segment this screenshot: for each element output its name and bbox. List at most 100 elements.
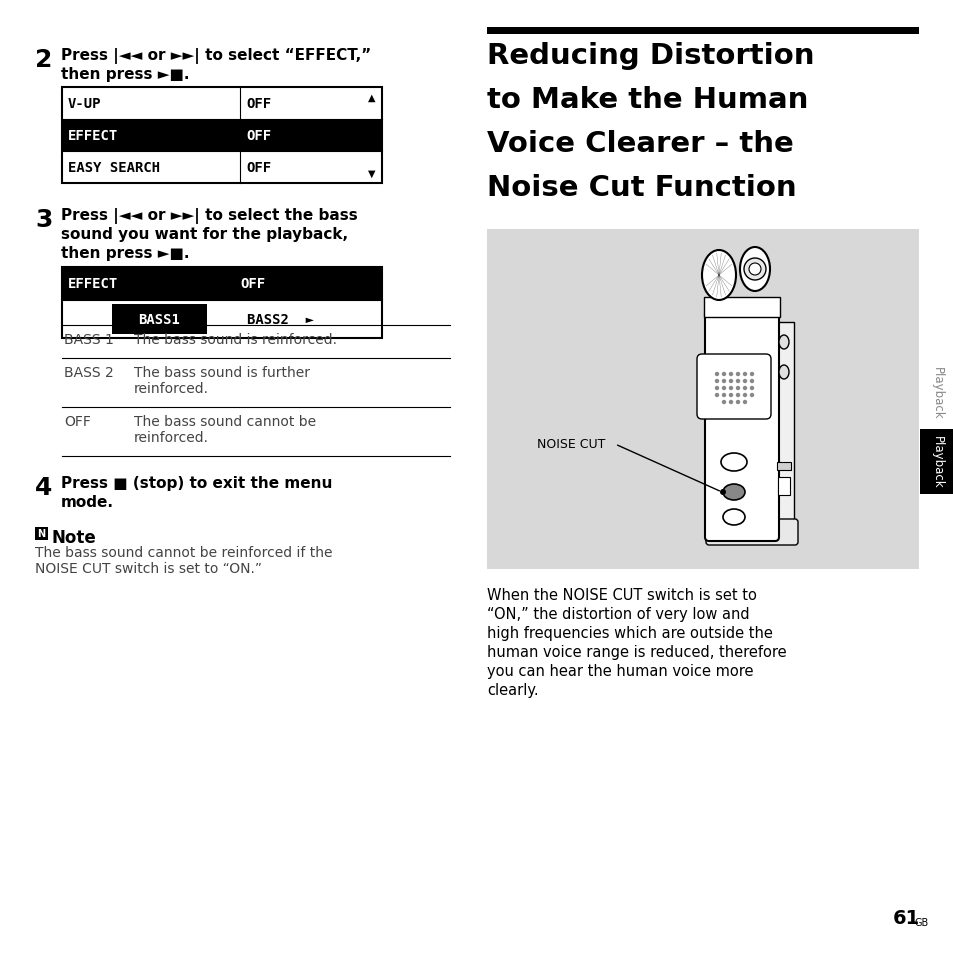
Text: reinforced.: reinforced. [133,381,209,395]
Text: 61: 61 [892,908,920,927]
Text: BASS1: BASS1 [138,313,180,327]
Text: Voice Clearer – the: Voice Clearer – the [486,130,793,158]
Text: The bass sound cannot be reinforced if the: The bass sound cannot be reinforced if t… [35,545,333,559]
Text: OFF: OFF [240,277,265,292]
Bar [112,305,207,335]
Text: ▼: ▼ [368,169,375,179]
Circle shape [728,400,733,405]
Ellipse shape [779,335,788,350]
Text: high frequencies which are outside the: high frequencies which are outside the [486,625,772,640]
Text: sound you want for the playback,: sound you want for the playback, [61,227,348,242]
Text: EASY SEARCH: EASY SEARCH [68,161,160,174]
Bar [62,88,381,184]
FancyBboxPatch shape [697,355,770,419]
Circle shape [742,386,746,391]
Bar [703,297,780,317]
Circle shape [749,394,754,397]
Bar [63,269,380,301]
Ellipse shape [740,248,769,292]
Circle shape [735,379,740,384]
Circle shape [721,379,725,384]
Text: The bass sound is reinforced.: The bass sound is reinforced. [133,333,336,347]
Text: GB: GB [914,917,928,927]
Bar [486,28,918,35]
Circle shape [742,379,746,384]
Text: “ON,” the distortion of very low and: “ON,” the distortion of very low and [486,606,749,621]
Text: The bass sound cannot be: The bass sound cannot be [133,415,315,429]
Text: 2: 2 [35,48,52,71]
Circle shape [714,394,719,397]
Bar [773,323,793,533]
Text: Note: Note [52,529,96,546]
Circle shape [714,379,719,384]
Text: 3: 3 [35,208,52,232]
Text: OFF: OFF [246,161,271,174]
Ellipse shape [720,454,746,472]
Circle shape [735,386,740,391]
Text: Press |◄◄ or ►►| to select “EFFECT,”: Press |◄◄ or ►►| to select “EFFECT,” [61,48,371,64]
Text: then press ►■.: then press ►■. [61,246,190,261]
Ellipse shape [779,366,788,379]
Text: Playback: Playback [929,436,943,488]
Circle shape [720,490,725,496]
Circle shape [714,386,719,391]
Text: Playback: Playback [929,367,943,419]
Bar [776,462,790,471]
Circle shape [735,394,740,397]
Circle shape [721,386,725,391]
Circle shape [728,379,733,384]
Circle shape [742,394,746,397]
Text: BASS 2: BASS 2 [64,366,113,379]
Text: clearly.: clearly. [486,682,538,698]
Text: 4: 4 [35,476,52,499]
Ellipse shape [701,251,735,301]
Circle shape [743,258,765,281]
Circle shape [749,373,754,376]
Circle shape [749,386,754,391]
Text: EFFECT: EFFECT [68,129,118,143]
Text: When the NOISE CUT switch is set to: When the NOISE CUT switch is set to [486,587,756,602]
Circle shape [721,394,725,397]
Text: then press ►■.: then press ►■. [61,67,190,82]
Text: ▲: ▲ [368,92,375,103]
Text: EFFECT: EFFECT [68,277,118,292]
Text: NOISE CUT switch is set to “ON.”: NOISE CUT switch is set to “ON.” [35,561,262,576]
Bar [919,430,953,495]
Bar [62,268,381,338]
Circle shape [742,400,746,405]
Circle shape [735,400,740,405]
Circle shape [749,379,754,384]
Text: human voice range is reduced, therefore: human voice range is reduced, therefore [486,644,786,659]
Text: BASS 1: BASS 1 [64,333,113,347]
Circle shape [742,373,746,376]
Circle shape [728,373,733,376]
Text: OFF: OFF [64,415,91,429]
Text: Reducing Distortion: Reducing Distortion [486,42,814,70]
Circle shape [721,373,725,376]
Ellipse shape [722,510,744,525]
Circle shape [714,373,719,376]
Text: V-UP: V-UP [68,97,101,111]
Text: The bass sound is further: The bass sound is further [133,366,310,379]
Circle shape [728,386,733,391]
Circle shape [735,373,740,376]
Bar [486,230,918,569]
Text: reinforced.: reinforced. [133,431,209,444]
Text: mode.: mode. [61,495,113,510]
Ellipse shape [722,484,744,500]
Text: to Make the Human: to Make the Human [486,86,807,113]
Text: BASS2  ►: BASS2 ► [247,313,314,327]
Circle shape [748,264,760,275]
Circle shape [728,394,733,397]
Bar [35,527,48,540]
Text: Press ■ (stop) to exit the menu: Press ■ (stop) to exit the menu [61,476,332,491]
Bar [778,477,789,496]
Text: OFF: OFF [246,97,271,111]
Bar [63,121,380,152]
Text: N: N [37,529,46,539]
Circle shape [721,400,725,405]
Text: you can hear the human voice more: you can hear the human voice more [486,663,753,679]
FancyBboxPatch shape [704,309,779,541]
Text: NOISE CUT: NOISE CUT [537,438,605,451]
Text: Press |◄◄ or ►►| to select the bass: Press |◄◄ or ►►| to select the bass [61,208,357,224]
